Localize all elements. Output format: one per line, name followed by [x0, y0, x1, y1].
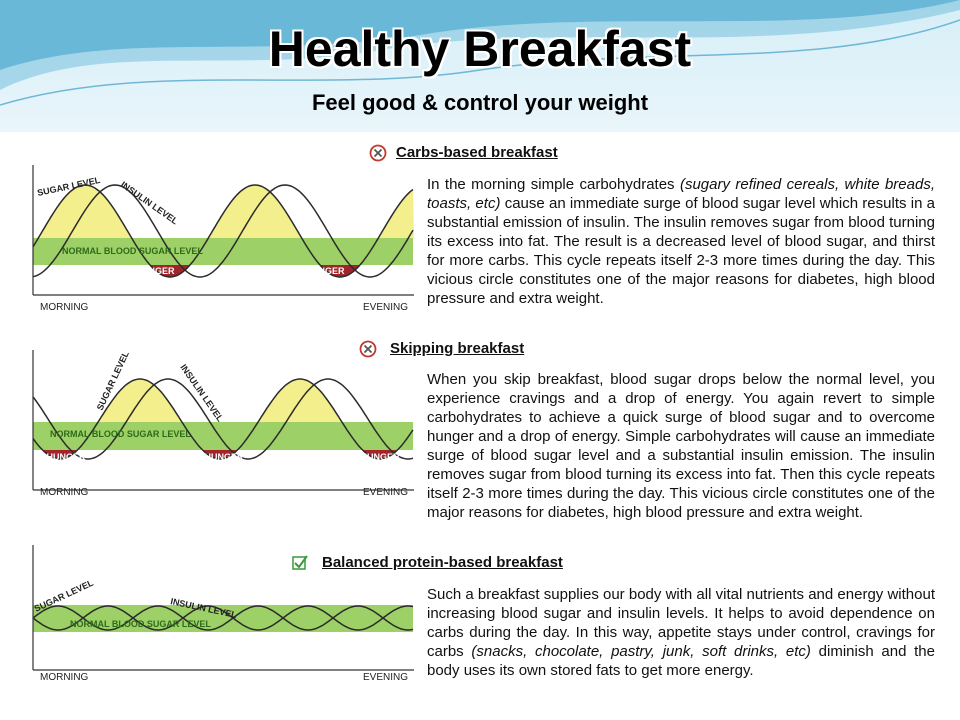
diagram-shapes	[32, 165, 414, 296]
sugar-curve	[32, 605, 414, 631]
subtitle: Feel good & control your weight	[311, 90, 649, 115]
cross-icon	[359, 340, 377, 358]
hunger-label: HUNGER	[135, 266, 175, 276]
insulin-curve	[32, 378, 414, 460]
check-icon	[292, 555, 308, 570]
normal-label: NORMAL BLOOD SUGAR LEVEL	[50, 429, 191, 439]
end-label: EVENING	[363, 487, 408, 498]
diagram: SUGAR LEVEL INSULIN LEVEL NORMAL BLOOD S…	[32, 165, 414, 313]
hunger-label: HUNGER	[360, 452, 400, 462]
paragraph-text: diminish and the body uses its own store…	[427, 643, 935, 679]
paragraph-text: When you skip breakfast, blood sugar dro…	[427, 371, 935, 521]
insulin-label: INSULIN LEVEL	[178, 362, 225, 423]
diagram-shapes	[32, 545, 414, 671]
insulin-curve	[32, 605, 414, 631]
diagram-shapes	[32, 350, 414, 491]
background-waves	[0, 0, 960, 106]
hunger-area	[33, 450, 414, 459]
start-label: MORNING	[40, 302, 89, 313]
sugar-curve	[32, 184, 414, 278]
hunger-label: HUNGER	[46, 452, 86, 462]
end-label: EVENING	[363, 302, 408, 313]
insulin-label: INSULIN LEVEL	[119, 179, 180, 226]
start-label: MORNING	[40, 487, 89, 498]
paragraph: In the morning simple carbohydrates (sug…	[427, 175, 935, 308]
paragraph-text: (snacks, chocolate, pastry, junk, soft d…	[471, 643, 811, 660]
normal-label: NORMAL BLOOD SUGAR LEVEL	[70, 619, 211, 629]
paragraph: Such a breakfast supplies our body with …	[427, 585, 935, 680]
section-heading: Skipping breakfast	[390, 340, 525, 357]
start-label: MORNING	[40, 672, 89, 683]
section-heading: Balanced protein-based breakfast	[322, 554, 563, 571]
hunger-label: HUNGER	[305, 266, 345, 276]
hunger-area	[33, 265, 414, 277]
title: Healthy Breakfast	[268, 21, 692, 77]
insulin-curve	[32, 184, 414, 278]
normal-label: NORMAL BLOOD SUGAR LEVEL	[62, 246, 203, 256]
paragraph: When you skip breakfast, blood sugar dro…	[427, 370, 935, 522]
section-heading: Carbs-based breakfast	[396, 144, 558, 161]
end-label: EVENING	[363, 672, 408, 683]
normal-band	[33, 422, 413, 450]
sugar-curve	[32, 378, 414, 460]
paragraph-text: cause an immediate surge of blood sugar …	[427, 195, 935, 307]
diagram: SUGAR LEVEL INSULIN LEVEL NORMAL BLOOD S…	[32, 349, 414, 498]
diagram: SUGAR LEVEL INSULIN LEVEL NORMAL BLOOD S…	[32, 545, 414, 683]
paragraph-text: In the morning simple carbohydrates	[427, 176, 680, 193]
cross-icon	[369, 144, 387, 162]
hunger-label: HUNGER	[204, 452, 244, 462]
paragraph-text: Such a breakfast supplies our body with …	[427, 586, 935, 660]
paragraph-text: (sugary refined cereals, white breads, t…	[427, 176, 935, 212]
